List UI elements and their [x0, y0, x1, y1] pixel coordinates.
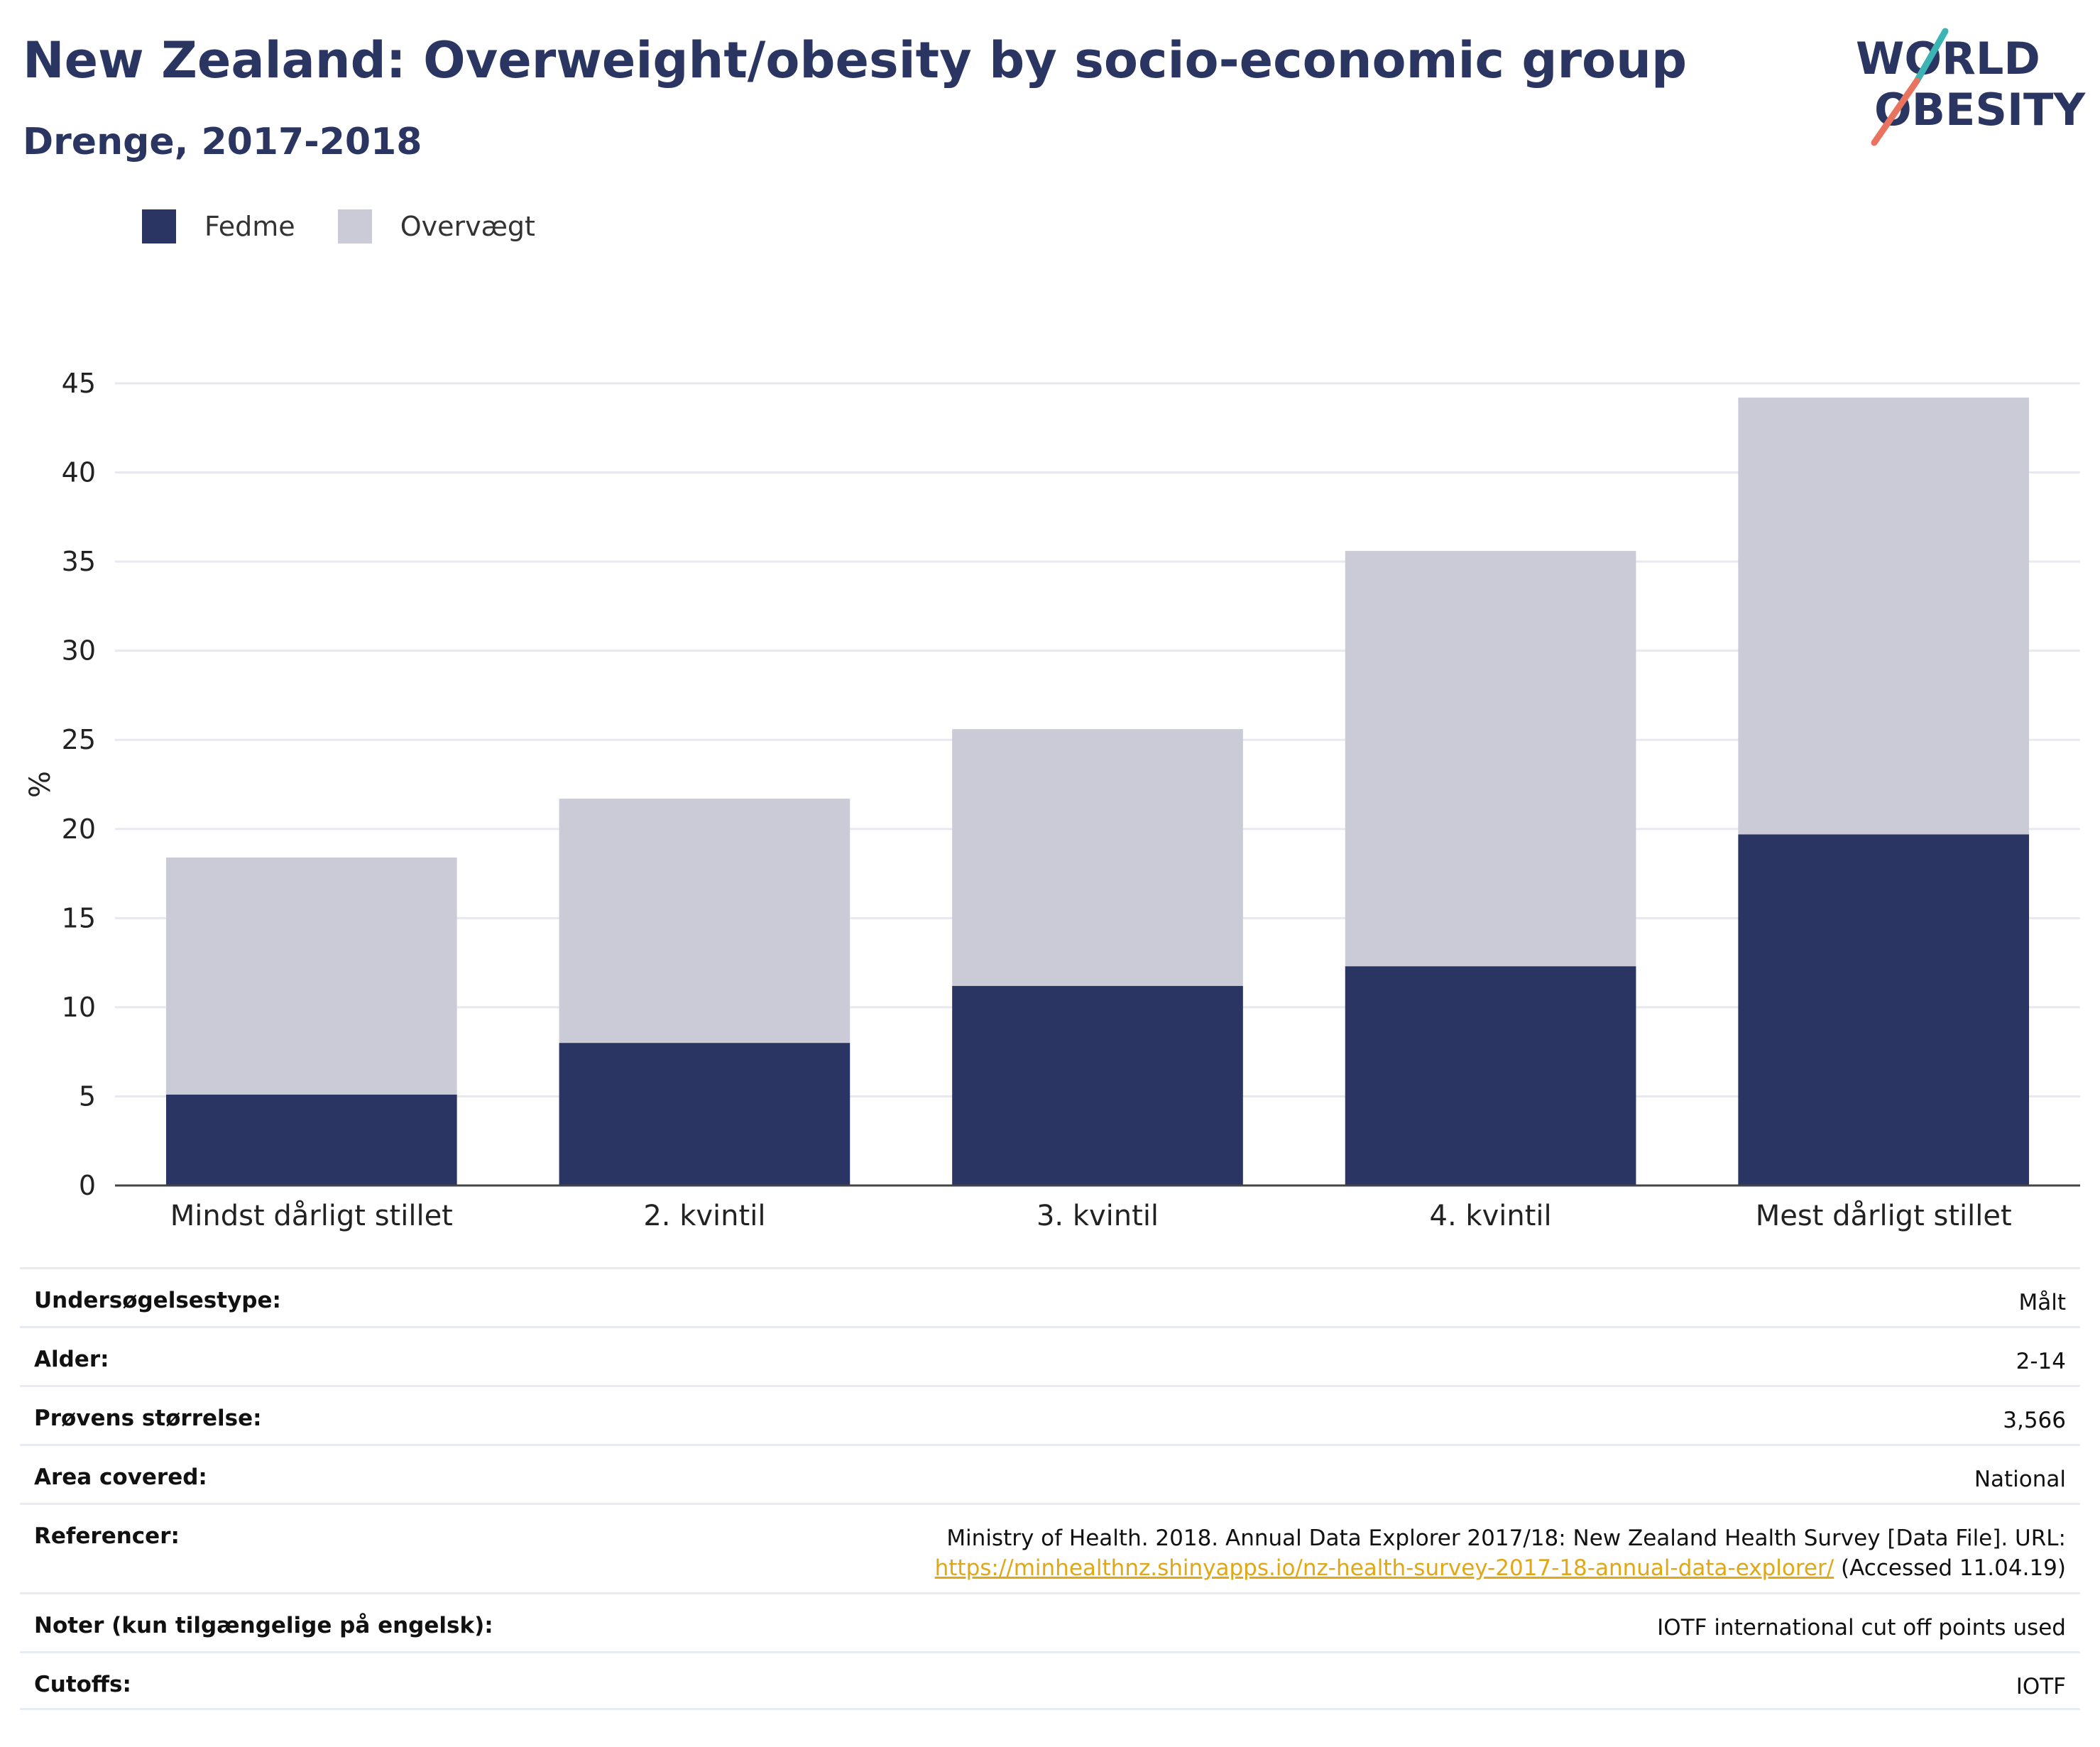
logo-slash-teal: [1913, 28, 1949, 84]
logo-line1: WORLD: [1856, 33, 2040, 84]
legend-label-fedme: Fedme: [204, 211, 295, 242]
x-tick-label: Mindst dårligt stillet: [170, 1200, 453, 1232]
metadata-label: Prøvens størrelse:: [34, 1406, 262, 1431]
metadata-value: 2-14: [2016, 1349, 2066, 1374]
y-tick-label: 5: [79, 1080, 96, 1112]
legend-swatch-overvaegt: [337, 209, 372, 243]
metadata-value: IOTF international cut off points used: [1657, 1615, 2066, 1641]
metadata-label: Cutoffs:: [34, 1672, 131, 1697]
metadata-label: Alder:: [34, 1347, 109, 1372]
y-tick-label: 25: [62, 724, 96, 755]
legend-label-overvaegt: Overvægt: [400, 211, 535, 242]
metadata-label: Noter (kun tilgængelige på engelsk):: [34, 1613, 493, 1638]
metadata-row: Prøvens størrelse: 3,566: [20, 1385, 2080, 1444]
metadata-row: Cutoffs: IOTF: [20, 1651, 2080, 1710]
metadata-value: Målt: [2018, 1290, 2066, 1315]
metadata-label: Undersøgelsestype:: [34, 1288, 281, 1313]
metadata-value: Ministry of Health. 2018. Annual Data Ex…: [934, 1526, 2066, 1581]
x-tick-label: 4. kvintil: [1430, 1200, 1552, 1232]
bar-fedme: [1738, 834, 2030, 1185]
metadata-table: Undersøgelsestype: Målt Alder: 2-14 Prøvens …: [20, 1267, 2080, 1710]
y-tick-label: 35: [62, 546, 96, 577]
metadata-row: Alder: 2-14: [20, 1326, 2080, 1385]
y-tick-label: 20: [62, 814, 96, 845]
chart-title: New Zealand: Overweight/obesity by socio…: [23, 31, 1688, 89]
y-tick-label: 45: [62, 368, 96, 399]
x-tick-label: 2. kvintil: [643, 1200, 765, 1232]
metadata-value: 3,566: [2003, 1408, 2066, 1433]
bar-overvaegt: [1738, 398, 2030, 835]
logo-slash-red: [1871, 77, 1920, 146]
bar-overvaegt: [952, 729, 1243, 986]
bar-fedme: [165, 1094, 457, 1185]
metadata-row: Noter (kun tilgængelige på engelsk): IOTF…: [20, 1592, 2080, 1651]
bar-fedme: [952, 985, 1243, 1185]
chart-subtitle: Drenge, 2017-2018: [23, 121, 422, 163]
metadata-row: Referencer: Ministry of Health. 2018. Ann…: [20, 1503, 2080, 1592]
chart-legend: Fedme Overvægt: [142, 209, 578, 243]
bar-overvaegt: [1345, 551, 1636, 967]
metadata-value: National: [1974, 1467, 2066, 1492]
bar-overvaegt: [165, 857, 457, 1095]
metadata-label: Referencer:: [34, 1523, 180, 1549]
world-obesity-logo: WORLD OBESITY: [1856, 28, 2086, 146]
bar-fedme: [1345, 966, 1636, 1185]
y-tick-label: 15: [62, 902, 96, 933]
bar-overvaegt: [559, 799, 851, 1044]
metadata-row: Undersøgelsestype: Målt: [20, 1267, 2080, 1326]
bar-chart: 0 5 10 15 20 25 30 35 40 45% Mindst dårligt stille…: [24, 368, 2080, 1232]
y-tick-label: 10: [62, 992, 96, 1023]
legend-item-fedme[interactable]: Fedme: [142, 209, 295, 243]
legend-swatch-fedme: [142, 209, 176, 243]
legend-item-overvaegt[interactable]: Overvægt: [337, 209, 535, 243]
y-tick-label: 30: [62, 635, 96, 667]
y-tick-label: 0: [79, 1170, 96, 1201]
x-tick-label: Mest dårligt stillet: [1756, 1200, 2012, 1232]
metadata-row: Area covered: National: [20, 1444, 2080, 1503]
reference-accessed: (Accessed 11.04.19): [1834, 1555, 2066, 1581]
y-tick-label: 40: [62, 457, 96, 488]
bar-fedme: [559, 1043, 851, 1185]
metadata-value: IOTF: [2016, 1674, 2066, 1699]
metadata-label: Area covered:: [34, 1464, 207, 1490]
y-axis-label: %: [24, 771, 57, 798]
x-tick-label: 3. kvintil: [1037, 1200, 1159, 1232]
reference-link[interactable]: https://minhealthnz.shinyapps.io/nz-heal…: [934, 1555, 1834, 1581]
